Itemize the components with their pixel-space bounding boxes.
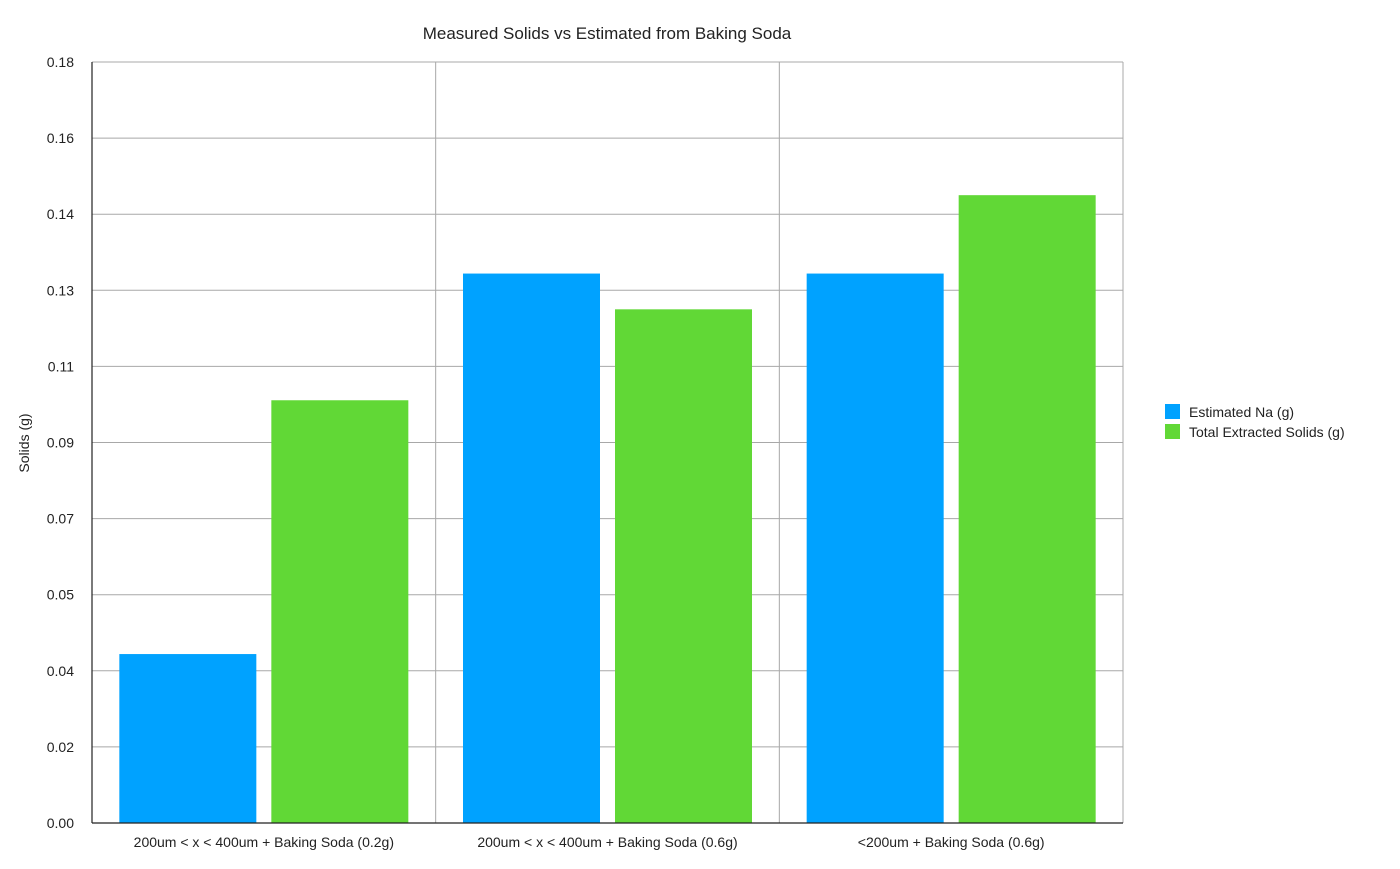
legend-label: Total Extracted Solids (g) — [1189, 424, 1345, 440]
y-tick-label: 0.04 — [47, 663, 74, 679]
y-tick-label: 0.00 — [47, 815, 74, 831]
bar — [959, 195, 1096, 823]
y-tick-label: 0.16 — [47, 130, 74, 146]
x-category-label: <200um + Baking Soda (0.6g) — [858, 834, 1045, 850]
x-category-label: 200um < x < 400um + Baking Soda (0.6g) — [477, 834, 737, 850]
bar — [119, 654, 256, 823]
bar — [463, 274, 600, 823]
bar — [615, 309, 752, 823]
y-tick-label: 0.09 — [47, 435, 74, 451]
y-tick-label: 0.18 — [47, 54, 74, 70]
y-tick-labels: 0.00 0.02 0.04 0.05 0.07 0.09 0.11 0.13 0.14 0.16… — [47, 54, 74, 831]
y-tick-label: 0.14 — [47, 206, 74, 222]
y-tick-label: 0.11 — [48, 358, 74, 374]
legend: Estimated Na (g) Total Extracted Solids (… — [1165, 404, 1345, 440]
chart-title: Measured Solids vs Estimated from Baking… — [423, 24, 792, 43]
bars — [119, 195, 1095, 823]
y-tick-label: 0.13 — [47, 282, 74, 298]
legend-swatch — [1165, 424, 1180, 439]
x-category-label: 200um < x < 400um + Baking Soda (0.2g) — [134, 834, 394, 850]
y-tick-label: 0.05 — [47, 587, 74, 603]
y-axis-label: Solids (g) — [16, 413, 32, 472]
category-labels: 200um < x < 400um + Baking Soda (0.2g) 20… — [134, 834, 1045, 850]
legend-swatch — [1165, 404, 1180, 419]
y-tick-label: 0.07 — [47, 511, 74, 527]
bar — [807, 274, 944, 823]
y-tick-label: 0.02 — [47, 739, 74, 755]
legend-label: Estimated Na (g) — [1189, 404, 1294, 420]
bar — [271, 400, 408, 823]
